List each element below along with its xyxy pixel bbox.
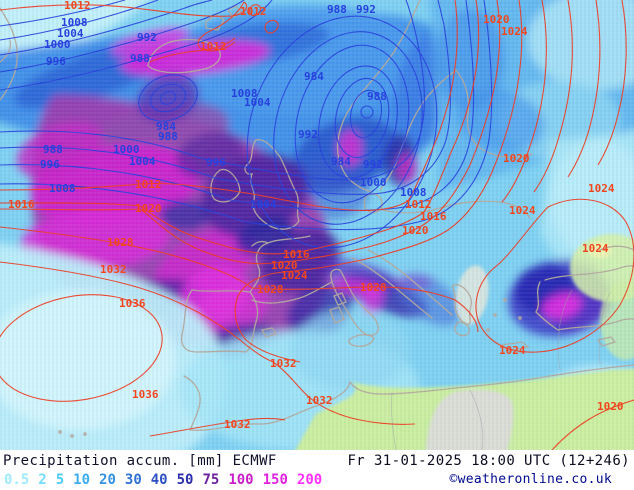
legend-value: 200: [296, 472, 323, 488]
legend-value: 2: [38, 472, 47, 488]
valid-datetime: Fr 31-01-2025 18:00 UTC (12+246): [347, 453, 630, 469]
legend-value: 40: [150, 472, 168, 488]
legend-value: 10: [73, 472, 91, 488]
precipitation-map: 1012 1008 1004 1000 996 992 988 1012 988 992 1012 9…: [0, 0, 634, 450]
isobars-high-group: [0, 0, 634, 450]
legend-value: 150: [262, 472, 288, 488]
legend-value: 30: [124, 472, 142, 488]
isobars-low-group: [0, 0, 493, 249]
map-title-group: Precipitation accum. [mm] ECMWF: [3, 453, 277, 469]
country-borders: [390, 289, 611, 450]
legend-value: 5: [55, 472, 65, 488]
legend-value: 75: [202, 472, 220, 488]
caption-bar: Precipitation accum. [mm] ECMWF Fr 31-01…: [0, 450, 634, 490]
legend: 0.5 2 5 10 20 30 40 50 75 100 150 200: [4, 472, 322, 488]
caption-row: Precipitation accum. [mm] ECMWF Fr 31-01…: [3, 453, 630, 469]
map-units: [mm]: [188, 453, 224, 469]
map-canvas: [0, 0, 634, 450]
legend-value: 50: [176, 472, 194, 488]
legend-value: 100: [228, 472, 254, 488]
legend-value: 20: [99, 472, 116, 488]
copyright: ©weatheronline.co.uk: [449, 472, 612, 487]
model-name: ECMWF: [232, 453, 277, 469]
coastlines: [0, 0, 634, 438]
land-fields: [295, 234, 634, 450]
legend-value: 0.5: [4, 472, 30, 488]
map-title: Precipitation accum.: [3, 453, 180, 469]
